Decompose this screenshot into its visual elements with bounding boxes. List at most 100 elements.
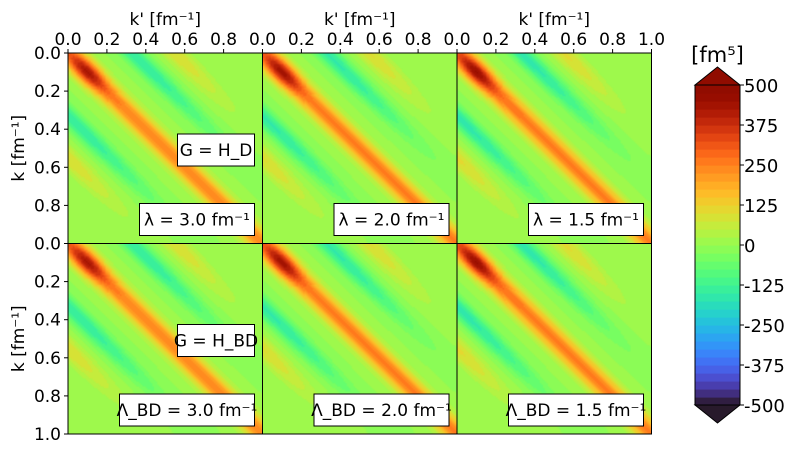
x-tick-label: 0.6: [171, 30, 198, 50]
y-tick-label: 0.0: [34, 44, 61, 64]
y-axis-ticks: 0.0 0.2 0.4 0.6 0.8 0.0 0.2 0.4 0.6 0.8 1.0: [34, 44, 68, 445]
x-tick-label: 0.8: [210, 30, 237, 50]
y-tick-label: 0.2: [34, 273, 61, 293]
colorbar-level: [695, 325, 740, 334]
colorbar-level: [695, 157, 740, 166]
colorbar-level: [695, 205, 740, 214]
colorbar-tick-label: 0: [744, 236, 755, 257]
generator-annotation: G = H_BD: [174, 324, 258, 357]
x-tick-label: 0.0: [443, 30, 470, 50]
colorbar-level: [695, 245, 740, 254]
lambda-annotation: λ = 1.5 fm⁻¹: [528, 203, 644, 236]
colorbar-level: [695, 221, 740, 230]
colorbar-level: [695, 309, 740, 318]
y-tick-label: 1.0: [34, 425, 61, 445]
axis-titles: k' [fm⁻¹] k' [fm⁻¹] k' [fm⁻¹] k [fm⁻¹] k [fm…: [9, 10, 590, 372]
annotation-text: λ = 1.5 fm⁻¹: [533, 211, 639, 231]
lambda-annotation: λ = 3.0 fm⁻¹: [139, 203, 255, 236]
x-tick-label: 0.4: [327, 30, 354, 50]
colorbar-level: [695, 117, 740, 126]
colorbar-level: [695, 173, 740, 182]
colorbar-level: [695, 133, 740, 142]
colorbar-level: [695, 397, 740, 406]
colorbar-tick-label: 500: [744, 76, 778, 97]
x-axis-ticks: 0.0 0.2 0.4 0.6 0.8 0.0 0.2 0.4 0.6 0.8 0.0 0.2 0.4 0…: [54, 30, 665, 53]
lambda-annotation: Λ_BD = 1.5 fm⁻¹: [506, 393, 647, 427]
x-axis-title: k' [fm⁻¹]: [324, 10, 396, 30]
colorbar-level: [695, 141, 740, 150]
lambda-annotation: Λ_BD = 2.0 fm⁻¹: [311, 393, 452, 427]
colorbar-level: [695, 197, 740, 206]
x-tick-label: 0.0: [249, 30, 276, 50]
colorbar-level: [695, 349, 740, 358]
colorbar-tick-label: -125: [744, 276, 785, 297]
annotation-text: G = H_D: [180, 141, 253, 161]
colorbar-level: [695, 181, 740, 190]
y-tick-label: 0.8: [34, 387, 61, 407]
colorbar-level: [695, 101, 740, 110]
colorbar-level: [695, 213, 740, 222]
colorbar-level: [695, 125, 740, 134]
colorbar-level: [695, 317, 740, 326]
colorbar-level: [695, 93, 740, 102]
colorbar-level: [695, 189, 740, 198]
y-axis-title: k [fm⁻¹]: [9, 115, 29, 182]
y-tick-label: 0.4: [34, 120, 61, 140]
annotation-text: λ = 3.0 fm⁻¹: [144, 211, 250, 231]
colorbar-level: [695, 253, 740, 262]
colorbar-level: [695, 261, 740, 270]
x-tick-label: 0.2: [288, 30, 315, 50]
colorbar-extend-max: [693, 66, 742, 86]
colorbar-extend-min: [693, 404, 742, 424]
annotation-text: G = H_BD: [174, 332, 258, 352]
colorbar-level: [695, 301, 740, 310]
generator-annotation: G = H_D: [177, 133, 255, 167]
colorbar-level: [695, 149, 740, 158]
colorbar-level: [695, 389, 740, 398]
x-tick-label: 0.8: [599, 30, 626, 50]
y-tick-label: 0.6: [34, 158, 61, 178]
colorbar-level: [695, 365, 740, 374]
x-axis-title: k' [fm⁻¹]: [518, 10, 590, 30]
colorbar-tick-label: -250: [744, 316, 785, 337]
x-tick-label: 0.2: [482, 30, 509, 50]
colorbar-level: [695, 237, 740, 246]
x-tick-label: 0.2: [93, 30, 120, 50]
y-tick-label: 0.2: [34, 82, 61, 102]
y-tick-label: 0.4: [34, 311, 61, 331]
panel-annotations: λ = 3.0 fm⁻¹ G = H_D λ = 2.0 fm⁻¹ λ = 1.5 f…: [117, 133, 647, 427]
colorbar-tick-label: 250: [744, 156, 778, 177]
colorbar-level: [695, 285, 740, 294]
colorbar-level: [695, 109, 740, 118]
colorbar-level: [695, 293, 740, 302]
colorbar-level: [695, 277, 740, 286]
x-tick-label: 0.8: [405, 30, 432, 50]
colorbar-tick-label: 375: [744, 116, 778, 137]
colorbar-tick-label: -500: [744, 396, 785, 417]
annotation-text: Λ_BD = 1.5 fm⁻¹: [506, 401, 647, 421]
colorbar-level: [695, 381, 740, 390]
colorbar-level: [695, 165, 740, 174]
colorbar-level: [695, 357, 740, 366]
colorbar-tick-label: 125: [744, 196, 778, 217]
y-axis-title: k [fm⁻¹]: [9, 305, 29, 372]
x-tick-label: 1.0: [638, 30, 665, 50]
colorbar-tick-label: -375: [744, 356, 785, 377]
x-tick-label: 0.0: [54, 30, 81, 50]
annotation-text: Λ_BD = 3.0 fm⁻¹: [117, 401, 258, 421]
colorbar: 500 375 250 125 0 -125 -250 -375 -500 [fm⁵]: [691, 43, 785, 424]
colorbar-level: [695, 229, 740, 238]
lambda-annotation: Λ_BD = 3.0 fm⁻¹: [117, 393, 258, 427]
y-tick-label: 0.8: [34, 196, 61, 216]
annotation-text: Λ_BD = 2.0 fm⁻¹: [311, 401, 452, 421]
lambda-annotation: λ = 2.0 fm⁻¹: [333, 203, 450, 236]
x-tick-label: 0.4: [132, 30, 159, 50]
colorbar-level: [695, 269, 740, 278]
x-tick-label: 0.6: [366, 30, 393, 50]
x-axis-title: k' [fm⁻¹]: [129, 10, 201, 30]
colorbar-level: [695, 373, 740, 382]
annotation-text: λ = 2.0 fm⁻¹: [339, 211, 445, 231]
colorbar-level: [695, 333, 740, 342]
colorbar-level: [695, 85, 740, 94]
